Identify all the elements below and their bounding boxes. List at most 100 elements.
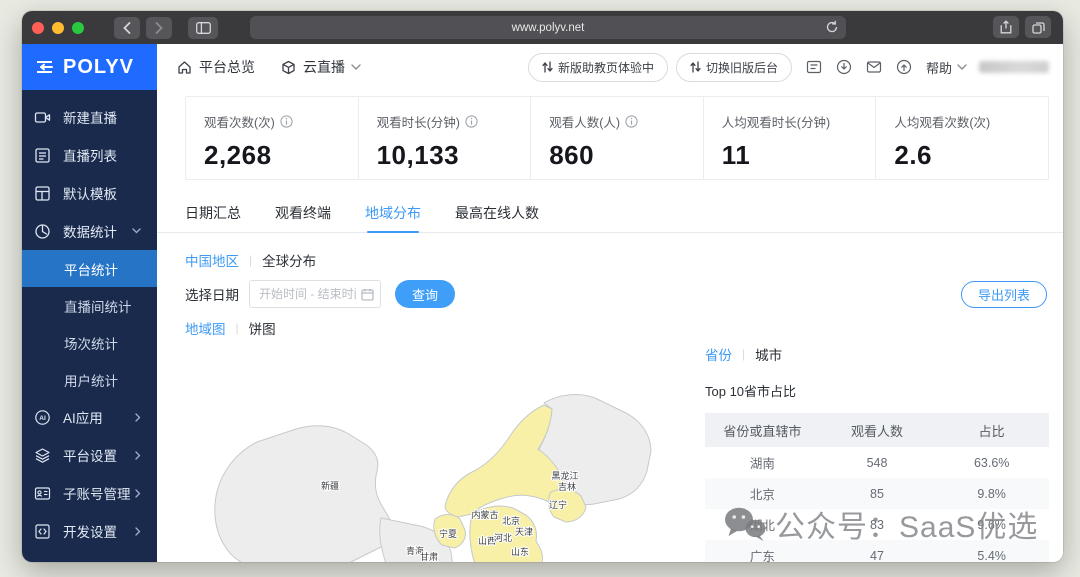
id-card-icon bbox=[34, 485, 51, 502]
nav-platform-overview[interactable]: 平台总览 bbox=[177, 57, 255, 77]
share-icon bbox=[1000, 20, 1012, 34]
chevron-right-icon bbox=[135, 412, 141, 422]
message-icon[interactable] bbox=[866, 59, 882, 75]
export-list-button[interactable]: 导出列表 bbox=[960, 281, 1047, 308]
svg-text:新疆: 新疆 bbox=[321, 480, 339, 491]
cube-icon bbox=[282, 60, 295, 74]
table-header-row: 省份或直辖市 观看人数 占比 bbox=[705, 413, 1049, 447]
withdraw-icon[interactable] bbox=[896, 59, 912, 75]
sidebar: 新建直播 直播列表 默认模板 数据统计 平台统计 直播间统计 场次统计 用户统计… bbox=[22, 90, 157, 562]
sidebar-subitem-room-statistics[interactable]: 直播间统计 bbox=[64, 299, 132, 315]
close-window-button[interactable] bbox=[32, 21, 44, 34]
toggle-china-region[interactable]: 中国地区 bbox=[185, 254, 239, 269]
svg-text:吉林: 吉林 bbox=[558, 481, 576, 492]
top10-title: Top 10省市占比 bbox=[705, 384, 797, 399]
toggle-region-map[interactable]: 地域图 bbox=[185, 322, 226, 337]
new-assistant-pill-button[interactable]: 新版助教页体验中 bbox=[527, 52, 668, 82]
stat-avg-views: 人均观看次数(次) 2.6 bbox=[875, 97, 1048, 179]
download-icon[interactable] bbox=[836, 59, 852, 75]
toggle-pie-chart[interactable]: 饼图 bbox=[248, 322, 276, 337]
chevron-right-icon bbox=[155, 21, 163, 34]
sidebar-item-default-template[interactable]: 默认模板 bbox=[22, 174, 157, 212]
zoom-window-button[interactable] bbox=[72, 21, 84, 34]
sidebar-toggle-button[interactable] bbox=[188, 16, 218, 39]
share-button[interactable] bbox=[993, 16, 1019, 38]
china-region-map[interactable]: 新疆 黑龙江 吉林 辽宁 内蒙古 北京 天津 宁夏 山西 河北 山东 青海 甘肃 bbox=[195, 386, 665, 562]
sidebar-subitem-user-statistics[interactable]: 用户统计 bbox=[64, 373, 118, 389]
date-range-input[interactable] bbox=[249, 280, 381, 308]
switch-old-console-pill-button[interactable]: 切换旧版后台 bbox=[675, 52, 792, 82]
logo-block: POLYV bbox=[22, 44, 157, 90]
sidebar-subitem-session-statistics[interactable]: 场次统计 bbox=[64, 336, 118, 352]
browser-titlebar: www.polyv.net bbox=[22, 11, 1063, 44]
address-bar[interactable]: www.polyv.net bbox=[250, 16, 846, 39]
tab-region-distribution[interactable]: 地域分布 bbox=[365, 196, 421, 233]
svg-text:山西: 山西 bbox=[478, 536, 496, 546]
user-name-blurred[interactable] bbox=[979, 61, 1049, 73]
chevron-right-icon bbox=[135, 488, 141, 498]
stat-view-duration: 观看时长(分钟) 10,133 bbox=[357, 97, 531, 179]
svg-text:辽宁: 辽宁 bbox=[549, 499, 567, 510]
swap-arrows-icon bbox=[542, 61, 553, 73]
info-icon[interactable] bbox=[465, 115, 478, 128]
svg-text:AI: AI bbox=[39, 415, 46, 422]
help-menu[interactable]: 帮助 bbox=[926, 58, 967, 77]
toggle-province[interactable]: 省份 bbox=[705, 348, 732, 363]
back-button[interactable] bbox=[114, 16, 140, 39]
pie-chart-icon bbox=[34, 223, 51, 240]
sidebar-subitem-platform-statistics[interactable]: 平台统计 bbox=[22, 250, 157, 287]
watermark-text: 公众号：SaaS优选 bbox=[775, 511, 1039, 544]
browser-window: www.polyv.net POLYV 平台总览 bbox=[22, 11, 1063, 562]
agreement-icon[interactable] bbox=[806, 59, 822, 75]
wechat-icon bbox=[725, 507, 766, 541]
svg-text:河北: 河北 bbox=[494, 532, 512, 543]
map-province-north-china bbox=[469, 505, 544, 562]
map-province-liaoning bbox=[548, 488, 587, 523]
tab-overview-button[interactable] bbox=[1025, 16, 1051, 38]
reload-icon bbox=[826, 20, 838, 33]
svg-text:甘肃: 甘肃 bbox=[420, 551, 438, 562]
map-province-ningxia bbox=[433, 514, 466, 549]
sidebar-item-live-list[interactable]: 直播列表 bbox=[22, 136, 157, 174]
province-city-toggle: 省份 | 城市 bbox=[705, 344, 1049, 364]
tab-max-online[interactable]: 最高在线人数 bbox=[455, 204, 539, 221]
code-icon bbox=[34, 523, 51, 540]
query-button[interactable]: 查询 bbox=[395, 280, 456, 308]
svg-text:黑龙江: 黑龙江 bbox=[551, 470, 578, 481]
nav-cloud-live[interactable]: 云直播 bbox=[281, 57, 361, 77]
top10-panel: 省份 | 城市 Top 10省市占比 省份或直辖市 观看人数 占比 湖南 548… bbox=[705, 344, 1049, 562]
toggle-city[interactable]: 城市 bbox=[755, 348, 783, 363]
table-row: 广东 47 5.4% bbox=[705, 540, 1049, 562]
menu-collapse-icon[interactable] bbox=[36, 60, 53, 74]
polyv-logo: POLYV bbox=[63, 55, 134, 78]
sidebar-item-data-statistics[interactable]: 数据统计 bbox=[22, 212, 157, 250]
url-text: www.polyv.net bbox=[511, 21, 585, 34]
map-province-heilongjiang bbox=[538, 394, 652, 506]
sidebar-item-ai-apps[interactable]: AI AI应用 bbox=[22, 398, 157, 436]
map-province-xinjiang bbox=[214, 425, 392, 562]
date-filter-label: 选择日期 bbox=[185, 288, 239, 303]
tabs-icon bbox=[1031, 21, 1045, 34]
info-icon[interactable] bbox=[280, 115, 293, 128]
reload-button[interactable] bbox=[826, 20, 838, 37]
tab-date-summary[interactable]: 日期汇总 bbox=[185, 204, 241, 221]
chart-type-toggle: 地域图 | 饼图 bbox=[185, 318, 276, 338]
app-header: POLYV 平台总览 云直播 新版助教页体验中 切换旧版后台 bbox=[22, 44, 1063, 90]
sidebar-icon bbox=[195, 21, 211, 34]
sidebar-item-platform-settings[interactable]: 平台设置 bbox=[22, 436, 157, 474]
top10-table: 省份或直辖市 观看人数 占比 湖南 548 63.6% 北京 85 9.8% bbox=[705, 413, 1049, 562]
sidebar-item-new-live[interactable]: 新建直播 bbox=[22, 98, 157, 136]
info-icon[interactable] bbox=[625, 115, 638, 128]
svg-text:青海: 青海 bbox=[406, 545, 424, 556]
tab-view-terminal[interactable]: 观看终端 bbox=[275, 204, 331, 221]
layers-icon bbox=[34, 447, 51, 464]
chevron-down-icon bbox=[132, 228, 141, 234]
minimize-window-button[interactable] bbox=[52, 21, 64, 34]
stat-view-count: 观看次数(次) 2,268 bbox=[186, 97, 358, 179]
stats-summary-card: 观看次数(次) 2,268 观看时长(分钟) 10,133 观看人数(人) 86… bbox=[185, 96, 1049, 180]
sidebar-item-subaccount-management[interactable]: 子账号管理 bbox=[22, 474, 157, 512]
sidebar-item-developer-settings[interactable]: 开发设置 bbox=[22, 512, 157, 550]
toggle-global-distribution[interactable]: 全球分布 bbox=[262, 254, 317, 269]
forward-button[interactable] bbox=[146, 16, 172, 39]
chevron-right-icon bbox=[135, 526, 141, 536]
